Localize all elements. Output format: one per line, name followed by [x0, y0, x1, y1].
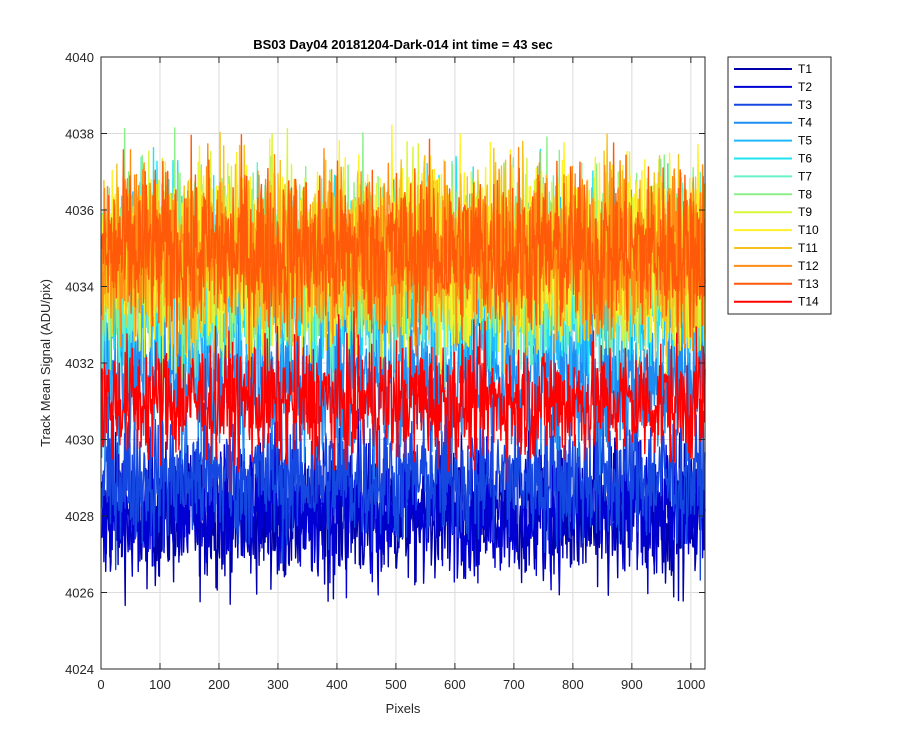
x-tick-label: 300 [267, 677, 289, 692]
y-tick-label: 4024 [65, 662, 94, 677]
y-axis-label: Track Mean Signal (ADU/pix) [38, 279, 53, 447]
legend-label-t9: T9 [798, 205, 812, 219]
legend-label-t3: T3 [798, 98, 812, 112]
legend-label-t11: T11 [798, 241, 818, 255]
x-tick-label: 1000 [676, 677, 705, 692]
y-tick-label: 4038 [65, 127, 94, 142]
y-tick-label: 4036 [65, 203, 94, 218]
series-line-t14 [100, 310, 706, 493]
legend-label-t6: T6 [798, 152, 812, 166]
y-tick-labels: 4024 4026 4028 4030 4032 4034 4036 4038 4040 [65, 50, 94, 677]
tick-marks [100, 56, 705, 670]
legend-label-t1: T1 [798, 62, 812, 76]
y-tick-label: 4032 [65, 356, 94, 371]
x-tick-label: 600 [444, 677, 466, 692]
y-tick-label: 4040 [65, 50, 94, 65]
legend-label-t12: T12 [798, 259, 819, 273]
legend-label-t4: T4 [798, 116, 812, 130]
x-tick-label: 100 [149, 677, 171, 692]
legend-box [727, 56, 832, 315]
y-tick-label: 4026 [65, 586, 94, 601]
y-tick-label: 4034 [65, 280, 94, 295]
x-axis-label: Pixels [386, 701, 421, 716]
legend-label-t7: T7 [798, 169, 812, 183]
series-lines [100, 124, 706, 607]
chart-title: BS03 Day04 20181204-Dark-014 int time = … [253, 37, 553, 52]
x-tick-label: 0 [97, 677, 104, 692]
x-tick-label: 200 [208, 677, 230, 692]
y-tick-label: 4030 [65, 433, 94, 448]
legend: T1 T2 T3 T4 T5 T6 T7 T8 T9 T10 T11 T12 T13 T14 [727, 56, 832, 315]
legend-label-t14: T14 [798, 295, 819, 309]
legend-label-t10: T10 [798, 223, 819, 237]
y-tick-label: 4028 [65, 509, 94, 524]
legend-label-t2: T2 [798, 80, 812, 94]
x-tick-labels: 0 100 200 300 400 500 600 700 800 900 1000 [97, 677, 705, 692]
x-tick-label: 800 [562, 677, 584, 692]
series-line-t3 [100, 381, 706, 581]
legend-label-t13: T13 [798, 277, 819, 291]
x-tick-label: 700 [503, 677, 525, 692]
legend-label-t5: T5 [798, 134, 812, 148]
x-tick-label: 900 [621, 677, 643, 692]
x-tick-label: 400 [326, 677, 348, 692]
series-line-t13 [100, 134, 706, 366]
legend-label-t8: T8 [798, 187, 812, 201]
x-tick-label: 500 [385, 677, 407, 692]
